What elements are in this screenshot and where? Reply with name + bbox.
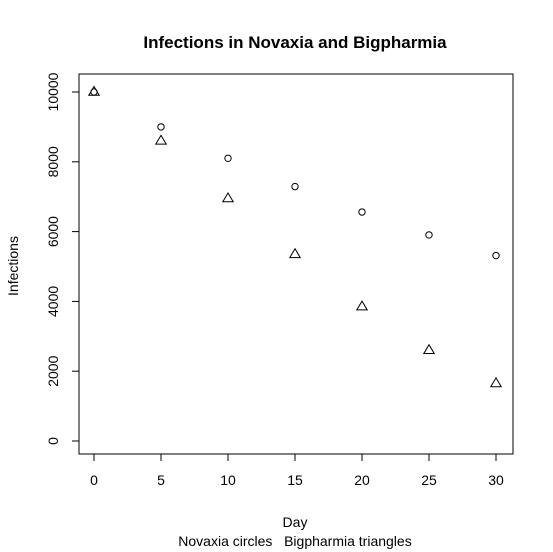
circle-point xyxy=(224,154,232,163)
chart-subtitle: Novaxia circles Bigpharmia triangles xyxy=(178,533,411,549)
x-tick-label: 0 xyxy=(90,472,98,488)
x-tick-label: 15 xyxy=(287,472,303,488)
triangle-point xyxy=(489,376,503,388)
triangle-point xyxy=(422,343,436,355)
triangle-point xyxy=(87,85,101,96)
circle-point xyxy=(425,231,433,239)
y-axis: 0 2000 4000 6000 8000 10000 xyxy=(45,72,80,445)
x-axis-label: Day xyxy=(283,514,308,530)
plot-box xyxy=(78,73,514,455)
triangle-point xyxy=(288,247,302,259)
y-tick-label: 6000 xyxy=(45,216,61,247)
x-tick-label: 10 xyxy=(220,472,236,488)
circle-point xyxy=(492,251,500,260)
x-axis: 0 5 10 15 20 25 30 xyxy=(90,453,504,488)
y-tick-label: 10000 xyxy=(45,72,61,111)
triangle-point xyxy=(154,134,168,145)
y-axis-label: Infections xyxy=(5,236,21,296)
circle-point xyxy=(358,208,366,216)
circle-point xyxy=(291,182,299,191)
y-tick-label: 2000 xyxy=(45,355,61,386)
y-tick-label: 8000 xyxy=(45,146,61,177)
x-tick-label: 5 xyxy=(157,472,165,488)
triangle-point xyxy=(221,191,235,203)
x-tick-label: 25 xyxy=(421,472,437,488)
circle-point xyxy=(157,123,165,131)
x-tick-label: 30 xyxy=(488,472,504,488)
x-tick-label: 20 xyxy=(354,472,370,488)
triangle-point xyxy=(355,300,369,311)
y-tick-label: 0 xyxy=(45,437,61,445)
y-tick-label: 4000 xyxy=(45,286,61,317)
chart-title: Infections in Novaxia and Bigpharmia xyxy=(143,33,447,52)
data-points xyxy=(87,85,503,388)
